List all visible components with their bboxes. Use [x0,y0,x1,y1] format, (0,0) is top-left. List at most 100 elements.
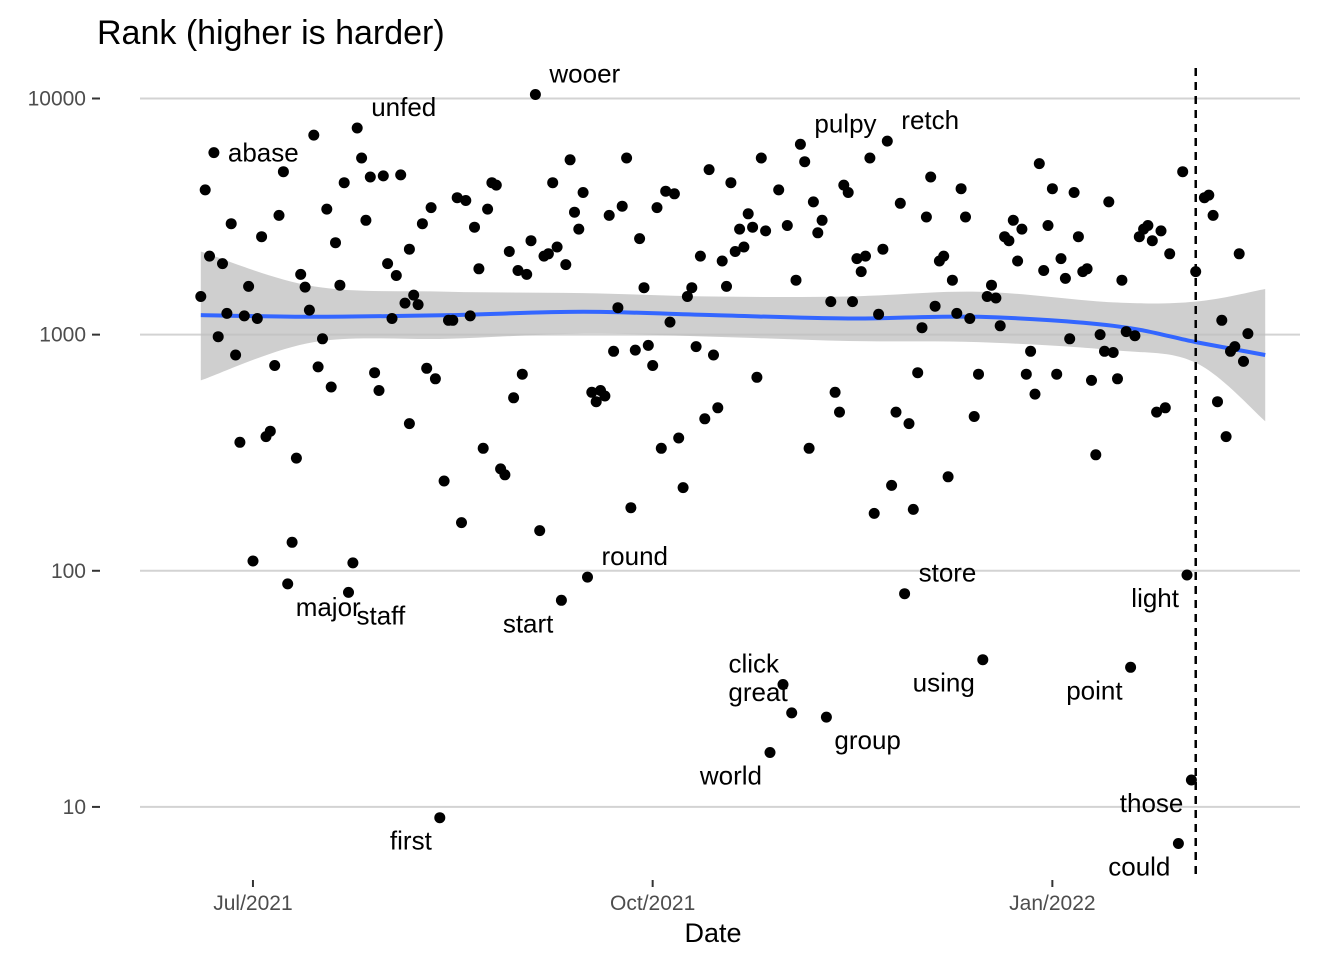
data-point [599,390,611,402]
data-point [1094,329,1106,341]
data-point [429,373,441,385]
data-point [1120,326,1132,338]
point-label: using [913,668,975,698]
data-point [929,300,941,312]
y-tick-label: 10 [63,796,86,819]
smooth-line [200,309,1266,357]
data-point [681,291,693,302]
data-point [868,507,880,519]
data-point [764,747,776,758]
data-point [303,304,315,316]
data-point [1203,189,1215,201]
data-point [881,135,893,147]
data-point [373,385,385,396]
data-point [747,221,759,233]
confidence-band [200,251,1266,422]
data-point [1090,449,1102,461]
data-point [447,314,459,326]
data-point [1159,402,1171,414]
data-point [382,258,394,270]
data-point [334,279,346,291]
point-label: abase [228,138,299,168]
data-point [534,525,546,537]
data-point [668,188,680,200]
data-point [1155,225,1167,237]
data-point [356,152,368,164]
data-point [642,339,654,351]
data-point [946,274,958,286]
data-point [256,231,268,243]
data-point [986,279,997,291]
data-point [799,156,811,168]
point-label: point [1066,675,1123,705]
point-label: first [390,826,433,856]
data-point [951,307,963,319]
data-point [343,586,354,598]
data-point [321,203,333,215]
data-points [195,89,1254,849]
data-point [512,265,524,276]
point-label: major [296,592,361,622]
data-point [964,313,976,324]
data-point [994,320,1006,332]
point-label: round [602,541,669,571]
data-point [816,214,828,226]
data-point [412,299,424,311]
point-label: wooer [548,59,620,89]
data-point [938,250,950,262]
data-point [968,411,980,422]
data-point [225,218,237,230]
data-point [699,413,711,425]
data-point [547,177,559,189]
data-point [1238,355,1249,367]
x-axis-title: Date [684,918,741,948]
point-label: store [919,558,977,588]
data-point [725,177,737,189]
data-point [277,166,289,178]
point-label: pulpy [814,108,876,138]
data-point [638,282,650,294]
data-point [1086,374,1097,386]
y-tick-label: 10000 [28,88,86,111]
data-point [690,341,702,353]
data-point [1064,333,1076,345]
data-point [903,418,915,430]
point-label: staff [357,600,406,630]
data-point [1212,396,1223,408]
data-point [204,250,215,262]
data-point [807,196,819,208]
data-point [434,812,446,824]
data-point [1059,272,1071,284]
data-point [751,371,763,383]
data-point [521,268,533,280]
data-point [238,310,250,322]
data-point [855,266,867,278]
data-point [860,250,871,262]
data-point [812,227,824,239]
data-point [712,402,724,414]
data-point [1172,838,1184,849]
data-point [1142,220,1154,231]
x-tick-labels: Jul/2021 Oct/2021 Jan/2022 [213,880,1096,915]
data-point [1112,373,1123,385]
data-point [886,479,898,491]
data-point [847,296,858,308]
data-point [842,187,854,198]
data-point [230,349,242,361]
data-point [1038,265,1050,276]
data-point [360,214,372,226]
y-tick-labels: 10 100 1000 10000 [28,88,100,819]
data-point [925,171,937,183]
data-point [299,281,311,293]
data-point [456,517,467,529]
data-point [286,536,298,548]
data-point [1016,223,1028,235]
point-label: world [699,761,762,791]
data-point [790,274,802,286]
data-point [760,225,772,237]
point-label: those [1120,788,1184,818]
data-point [395,169,407,181]
data-point [1099,345,1110,357]
data-point [873,308,885,320]
